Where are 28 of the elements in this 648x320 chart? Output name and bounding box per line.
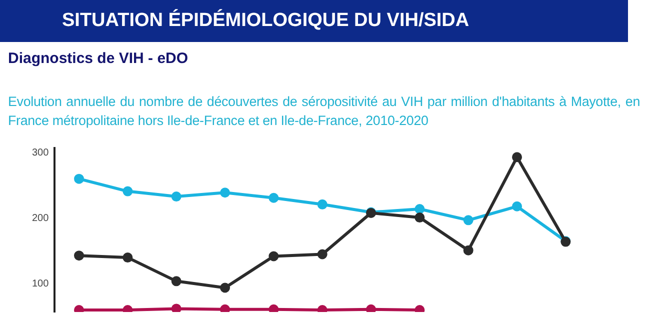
point [366, 304, 376, 312]
point [122, 186, 133, 196]
point [122, 252, 133, 263]
point [171, 304, 182, 312]
point [220, 282, 230, 293]
y-tick-label: 100 [32, 278, 50, 290]
point [220, 304, 230, 312]
point [317, 199, 328, 210]
point [268, 304, 279, 312]
point [463, 215, 474, 226]
point [512, 152, 522, 162]
point [414, 212, 425, 223]
point [171, 276, 182, 286]
point [74, 250, 84, 261]
point [74, 174, 84, 184]
point [317, 249, 328, 260]
chart-title: SITUATION ÉPIDÉMIOLOGIQUE DU VIH/SIDA [0, 0, 628, 42]
chart-subtitle: Diagnostics de VIH - eDO [8, 50, 188, 67]
point [220, 188, 230, 198]
point [268, 192, 279, 203]
point [268, 251, 279, 262]
y-tick-label: 200 [32, 212, 50, 224]
y-tick-label: 300 [32, 147, 50, 158]
text: Evolution annuelle du nombre de découvertes de séropositivité au VIH par million d'habitants à Mayotte, en France métropolitaine hors Ile-de-France et en Ile-de-France, 2010-2020 [8, 93, 640, 130]
point [512, 201, 522, 212]
point [414, 204, 425, 214]
point [171, 192, 182, 202]
point [463, 245, 474, 256]
